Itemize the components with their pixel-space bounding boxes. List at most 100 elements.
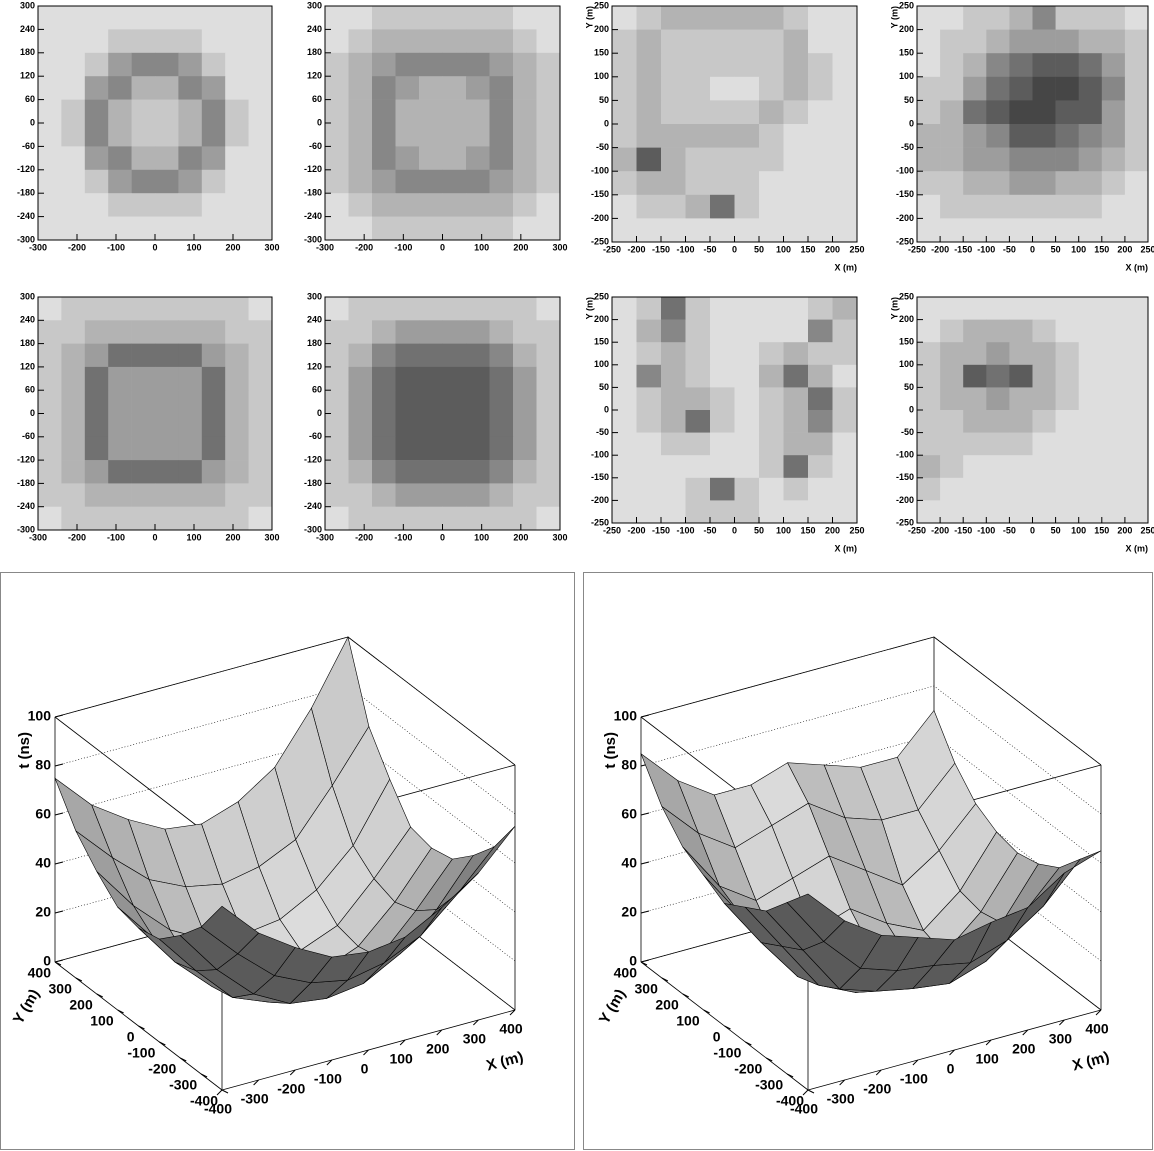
heatmap-cell [1009,364,1033,388]
heatmap-cell [225,366,249,391]
y-tick [661,977,669,982]
heatmap-cell [248,76,273,100]
heatmap-cell [536,6,561,30]
z-tick-label: 80 [35,757,51,773]
heatmap-cell [1124,124,1149,148]
x-tick-label: 150 [800,244,815,254]
heatmap-cell [372,146,396,171]
heatmap-cell [419,169,443,194]
heatmap-cell [348,366,373,391]
heatmap-cell [963,500,987,524]
heatmap-cell [1124,342,1149,366]
heatmap-cell [963,319,987,343]
x-tick-label: -100 [977,525,995,535]
heatmap-cell [685,342,711,366]
heatmap-cell [917,500,941,524]
heatmap-cell [917,387,941,411]
y-tick-label: 250 [594,0,609,10]
y-tick-label: 100 [90,1013,114,1029]
heatmap-cell [325,506,349,531]
heatmap-cell [325,413,349,438]
heatmap-cell [155,436,179,461]
heatmap-cell [513,29,537,54]
y-tick-label: -400 [776,1093,804,1109]
heatmap-cell [1032,194,1056,219]
x-tick-label: -100 [676,244,694,254]
z-tick [54,861,64,865]
x-tick-label: -100 [107,242,125,252]
heatmap-cell [1124,53,1149,78]
x-tick-label: 200 [513,532,528,542]
x-tick-label: -250 [603,525,621,535]
heatmap-cell [636,342,662,366]
heatmap-cell [963,100,987,125]
heatmap-cell [325,6,349,30]
heatmap-cell [986,342,1010,366]
y-tick-label: -50 [901,427,914,437]
heatmap-cell [940,387,964,411]
heatmap-cell [832,342,858,366]
heatmap-cell [734,455,760,479]
heatmap-cell [419,366,443,391]
heatmap-cell [38,390,62,414]
heatmap-cell [612,364,637,388]
heatmap-cell [201,52,226,77]
heatmap-cell [513,146,537,171]
heatmap-cell [783,319,809,343]
heatmap-cell [808,53,833,78]
heatmap-cell [513,169,537,194]
heatmap-cell [661,76,686,101]
heatmap-cell [1009,455,1033,479]
heatmap-cell [661,100,686,125]
y-tick-label: 100 [594,359,609,369]
heatmap-cell [917,147,941,172]
heatmap-cell [963,364,987,388]
heatmap-cell [710,319,735,343]
heatmap-cell [1055,297,1079,320]
heatmap-cell [38,76,62,100]
heatmap-cell [685,53,711,78]
heatmap-cell [131,169,156,194]
heatmap-cell [832,500,858,524]
heatmap-cell [636,364,662,388]
heatmap-cell [1032,218,1056,243]
x-tick-label: -200 [931,244,949,254]
y-tick-label: -60 [22,141,35,151]
heatmap-cell [808,364,833,388]
heatmap-cell [108,169,132,194]
heatmap-cell [131,506,156,531]
x-tick-label: 100 [776,525,791,535]
x-axis-title: X (m) [1126,262,1149,272]
heatmap-cell [832,53,858,78]
z-tick [640,910,650,914]
heatmap-cell [1032,124,1056,148]
heatmap-cell [661,319,686,343]
heatmap-cell [1078,319,1103,343]
heatmap-cell [808,29,833,54]
heatmap-cell [372,6,396,30]
y-tick-label: -200 [591,495,609,505]
x-tick-label: -300 [316,242,334,252]
z-tick-label: 0 [43,953,51,969]
y-tick-label: -300 [17,524,35,534]
heatmap-cell [442,52,467,77]
heatmap-cell [201,460,226,484]
heatmap-cell [734,171,760,196]
heatmap-cell [808,76,833,101]
heatmap-cell [155,413,179,438]
heatmap-cell [131,413,156,438]
heatmap-cell [1124,477,1149,501]
heatmap-cell [466,29,490,54]
heatmap-cell [466,52,490,77]
heatmap-cell [536,76,561,100]
heatmap-cell [940,342,964,366]
x-tick-label: -300 [29,242,47,252]
heatmap-cell [1032,29,1056,54]
heatmap-cell [661,53,686,78]
y-tick-label: -200 [896,213,914,223]
heatmap-cell [636,147,662,172]
heatmap-cell [759,100,784,125]
heatmap-cell [61,76,86,100]
heatmap-cell [759,218,784,243]
heatmap-cell [1055,342,1079,366]
